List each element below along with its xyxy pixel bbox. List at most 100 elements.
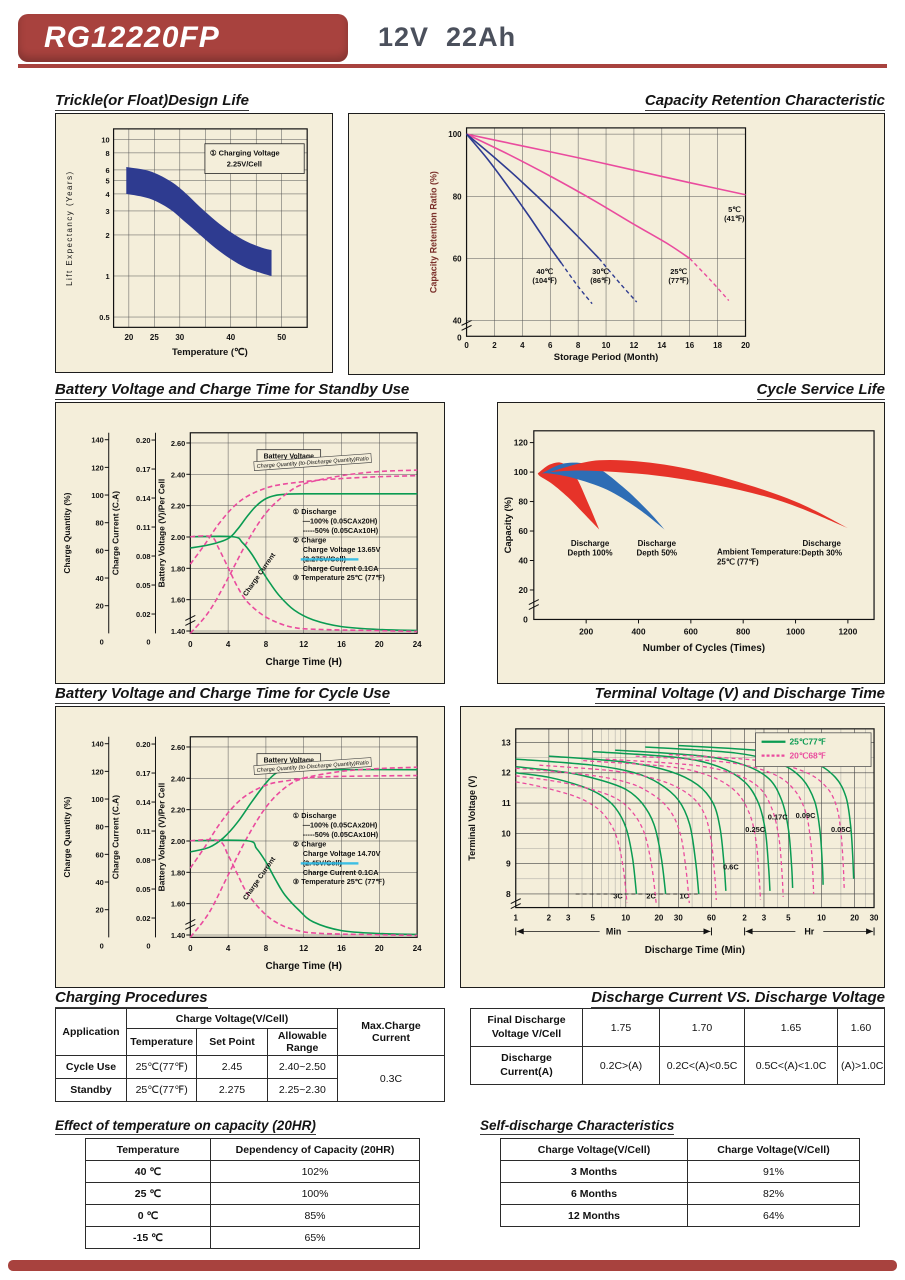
- section-title-capacity-retention: Capacity Retention Characteristic: [644, 92, 885, 111]
- section-title-standby-charge: Battery Voltage and Charge Time for Stan…: [55, 381, 410, 400]
- model-number: RG12220FP: [44, 21, 220, 54]
- svg-text:3C: 3C: [613, 891, 623, 900]
- svg-text:10: 10: [101, 136, 109, 145]
- cell-set-point: 2.275: [196, 1078, 268, 1102]
- table-row: -15 ℃ 65%: [85, 1226, 420, 1249]
- capacity-retention-svg: 100 80 60 40 00 2 4 6 8 10 12 14 16 18 20 5℃(41℉) 25℃(77…: [429, 127, 751, 363]
- svg-text:0: 0: [146, 941, 150, 950]
- svg-text:Charge Time (H): Charge Time (H): [265, 657, 342, 668]
- svg-text:18: 18: [713, 341, 722, 350]
- svg-text:120: 120: [91, 463, 103, 472]
- charge-plot: 140120100806040200.200.170.140.110.080.0…: [62, 432, 422, 668]
- svg-text:Hr: Hr: [804, 926, 814, 936]
- svg-text:0: 0: [188, 640, 193, 649]
- svg-text:Charge Current (C.A): Charge Current (C.A): [111, 491, 121, 575]
- svg-text:1: 1: [514, 913, 519, 922]
- svg-text:60: 60: [453, 255, 462, 264]
- svg-text:Storage Period (Month): Storage Period (Month): [554, 352, 659, 363]
- svg-text:16: 16: [337, 944, 346, 953]
- svg-text:Ambient Temperature:: Ambient Temperature:: [717, 548, 801, 557]
- svg-text:20℃68℉: 20℃68℉: [789, 751, 825, 761]
- svg-text:2.00: 2.00: [171, 533, 185, 542]
- svg-text:12: 12: [630, 341, 639, 350]
- svg-text:60: 60: [95, 850, 103, 859]
- rate-3C: [515, 771, 638, 895]
- chart-standby-charge: 140 120 100 80 60 40 20 0.20 0.17 0.14 0.11 0.08 0.0…: [55, 402, 445, 684]
- standby-charge-svg: 140120100806040200.200.170.140.110.080.0…: [62, 432, 422, 668]
- svg-text:140: 140: [91, 740, 103, 749]
- rate-0.25C-cold: [583, 759, 762, 901]
- temp-capacity-table: Temperature Dependency of Capacity (20HR…: [85, 1138, 420, 1249]
- svg-text:50: 50: [277, 333, 286, 342]
- chart-cycle-charge: 140 120 100 80 60 40 20 0.20 0.17 0.14 0.11 0.08 0.0…: [55, 706, 445, 988]
- section-title-self-discharge: Self-discharge Characteristics: [480, 1118, 675, 1135]
- cell-temperature: 40 ℃: [85, 1160, 211, 1183]
- svg-text:30: 30: [175, 333, 184, 342]
- svg-text:20: 20: [518, 585, 528, 595]
- rate-1C: [515, 758, 700, 895]
- svg-text:Capacity (%): Capacity (%): [503, 497, 514, 554]
- svg-text:60: 60: [518, 526, 528, 536]
- svg-text:Battery Voltage: Battery Voltage: [264, 454, 315, 461]
- svg-text:Temperature (℃): Temperature (℃): [172, 346, 248, 357]
- svg-text:120: 120: [514, 438, 528, 448]
- svg-text:③ Temperature 25℃ (77℉): ③ Temperature 25℃ (77℉): [293, 573, 386, 582]
- svg-text:2.20: 2.20: [171, 502, 185, 511]
- svg-text:0.14: 0.14: [136, 798, 151, 807]
- svg-text:2.25V/Cell: 2.25V/Cell: [227, 160, 262, 169]
- svg-text:Depth 100%: Depth 100%: [568, 549, 613, 558]
- svg-text:10: 10: [602, 341, 611, 350]
- svg-text:24: 24: [413, 640, 422, 649]
- svg-text:Capacity Retention Ratio (%): Capacity Retention Ratio (%): [429, 171, 439, 293]
- svg-text:0.20: 0.20: [136, 436, 150, 445]
- col-header: Set Point: [196, 1028, 268, 1056]
- charge-plot: 140120100806040200.200.170.140.110.080.0…: [62, 736, 422, 972]
- retention-25C: [466, 133, 691, 260]
- svg-text:—100% (0.05CAx20H): —100% (0.05CAx20H): [303, 517, 378, 526]
- svg-text:Charge Time (H): Charge Time (H): [265, 961, 342, 972]
- table-row: 0 ℃ 85%: [85, 1204, 420, 1227]
- rate-0.17C-cold: [605, 758, 784, 897]
- svg-text:30℃: 30℃: [592, 267, 609, 276]
- svg-text:0.08: 0.08: [136, 856, 150, 865]
- section-title-float-life: Trickle(or Float)Design Life: [55, 92, 249, 111]
- svg-text:140: 140: [91, 436, 103, 445]
- svg-text:6: 6: [105, 166, 109, 175]
- col-header: Charge Voltage(V/Cell): [687, 1138, 860, 1161]
- retention-30C: [466, 133, 600, 260]
- svg-text:-----50% (0.05CAx10H): -----50% (0.05CAx10H): [303, 526, 379, 535]
- axis-break: [461, 319, 472, 331]
- svg-text:0: 0: [100, 637, 104, 646]
- rate-0.09C-cold: [635, 755, 815, 895]
- svg-text:40: 40: [95, 574, 103, 583]
- col-header: Temperature: [85, 1138, 211, 1161]
- svg-text:2.60: 2.60: [171, 743, 185, 752]
- cell-retention: 82%: [687, 1182, 860, 1205]
- svg-text:Charge Voltage 14.70V: Charge Voltage 14.70V: [303, 849, 381, 858]
- cell-temperature: -15 ℃: [85, 1226, 211, 1249]
- svg-text:(86℉): (86℉): [590, 276, 611, 285]
- svg-text:12: 12: [299, 640, 308, 649]
- svg-text:Discharge: Discharge: [802, 539, 841, 548]
- svg-text:20: 20: [741, 341, 750, 350]
- svg-text:Charge Quantity (%): Charge Quantity (%): [62, 796, 72, 877]
- region-Depth 50%: [541, 462, 665, 530]
- svg-text:① Charging Voltage: ① Charging Voltage: [210, 149, 280, 158]
- svg-text:25: 25: [150, 333, 159, 342]
- svg-text:0.6C: 0.6C: [723, 863, 739, 872]
- cell-final-voltage: 1.70: [659, 1008, 745, 1047]
- svg-text:60: 60: [95, 546, 103, 555]
- axis-break: [185, 615, 196, 626]
- svg-text:0: 0: [188, 944, 193, 953]
- charge-quantity-50: [189, 474, 418, 565]
- table-row: Temperature Dependency of Capacity (20HR…: [85, 1138, 420, 1161]
- svg-text:20: 20: [95, 906, 103, 915]
- svg-text:5: 5: [105, 177, 109, 186]
- section-title-temp-capacity: Effect of temperature on capacity (20HR): [55, 1118, 316, 1135]
- svg-text:2.00: 2.00: [171, 837, 185, 846]
- discharge-voltage-table: Final Discharge Voltage V/Cell 1.75 1.70…: [470, 1008, 885, 1085]
- cell-period: 3 Months: [500, 1160, 688, 1183]
- retention-25C-dashed: [689, 258, 730, 302]
- axis-break: [528, 599, 540, 610]
